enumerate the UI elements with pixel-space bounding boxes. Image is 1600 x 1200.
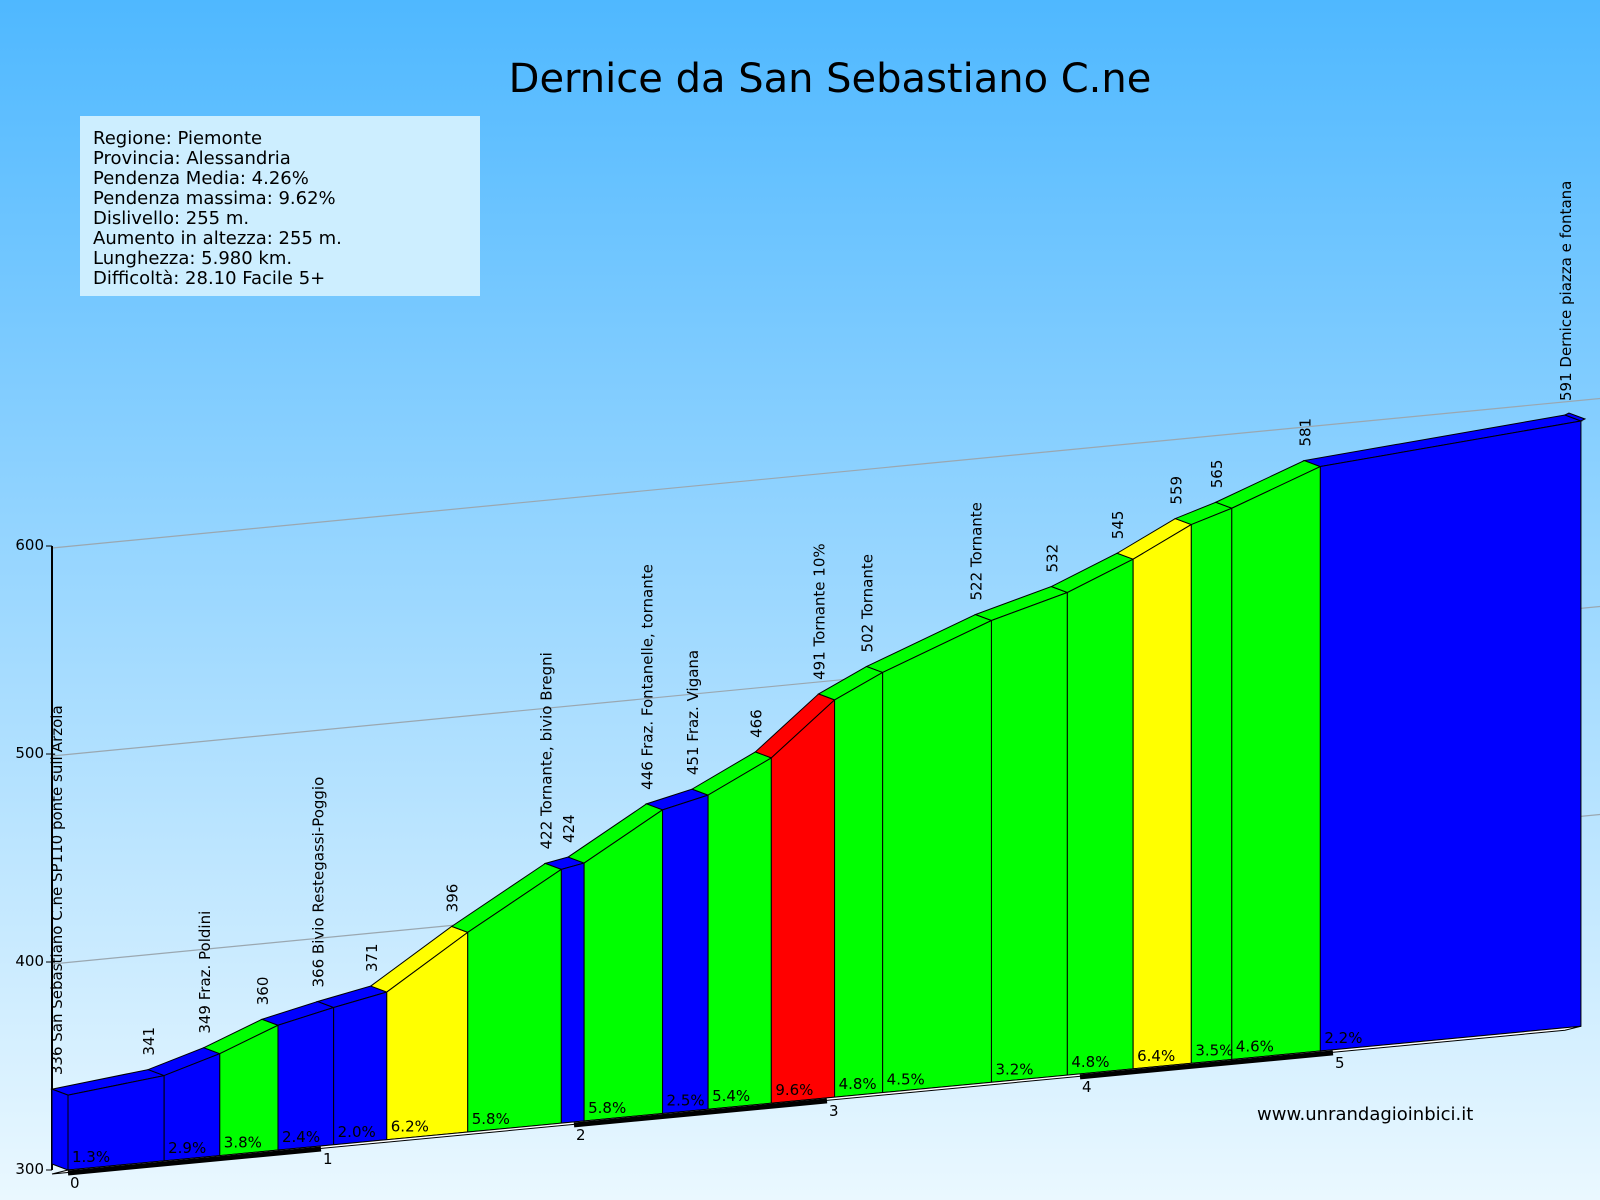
grade-label-2: 3.8%: [224, 1134, 262, 1152]
x-tick-label-0: 0: [70, 1174, 80, 1192]
grade-label-4: 2.0%: [338, 1123, 376, 1141]
x-tick-label-1: 1: [323, 1150, 333, 1168]
website-credit: www.unrandagioinbici.it: [1257, 1104, 1473, 1125]
waypoint-label-5: 371: [363, 943, 381, 972]
segment-front-15: [1066, 558, 1134, 1076]
grade-label-0: 1.3%: [72, 1148, 110, 1166]
waypoint-label-13: 502 Tornante: [859, 554, 877, 652]
waypoint-label-14: 522 Tornante: [967, 502, 985, 600]
segment-front-14: [990, 591, 1068, 1083]
waypoint-label-9: 446 Fraz. Fontanelle, tornante: [639, 564, 657, 790]
grade-label-10: 5.4%: [712, 1087, 750, 1105]
waypoint-label-0: 336 San Sebastiano C.ne SP110 ponte sull…: [48, 705, 66, 1075]
grade-label-19: 2.2%: [1324, 1029, 1362, 1047]
waypoint-label-20: 591 Dernice piazza e fontana: [1557, 181, 1575, 401]
grade-label-12: 4.8%: [839, 1075, 877, 1093]
waypoint-label-12: 491 Tornante 10%: [811, 543, 829, 680]
x-tick-label-4: 4: [1082, 1078, 1092, 1096]
km-band-0: [67, 1146, 322, 1176]
segment-end-cap: [1563, 412, 1587, 422]
info-line-pendenza-massima: Pendenza massima: 9.62%: [93, 188, 336, 209]
segment-front-11: [770, 698, 836, 1104]
grade-label-3: 2.4%: [282, 1128, 320, 1146]
info-line-pendenza-media: Pendenza Media: 4.26%: [93, 168, 309, 189]
segment-front-10: [707, 757, 772, 1110]
y-tick-label-300: 300: [15, 1160, 44, 1178]
grade-label-15: 4.8%: [1071, 1053, 1109, 1071]
info-line-provincia: Provincia: Alessandria: [93, 148, 291, 169]
segment-front-13: [882, 619, 992, 1094]
y-tick-label-400: 400: [15, 952, 44, 970]
distance-baseline: 0 1 2 3 4 5: [51, 1025, 1582, 1192]
grade-label-16: 6.4%: [1137, 1047, 1175, 1065]
waypoint-label-17: 559: [1167, 476, 1185, 505]
grade-label-9: 2.5%: [667, 1092, 705, 1110]
waypoint-label-15: 532: [1043, 544, 1061, 573]
x-tick-label-3: 3: [829, 1102, 839, 1120]
waypoint-labels: 336 San Sebastiano C.ne SP110 ponte sull…: [48, 181, 1575, 1075]
y-axis: 300 400 500 600: [15, 536, 53, 1178]
waypoint-label-8: 424: [560, 814, 578, 843]
grade-labels: 1.3% 2.9% 3.8% 2.4% 2.0% 6.2% 5.8% 5.8% 2.5% 5.4%…: [72, 1029, 1362, 1166]
segment-front-19: [1319, 420, 1582, 1052]
km-band-4: [1079, 1050, 1334, 1080]
waypoint-label-2: 349 Fraz. Poldini: [196, 911, 214, 1034]
gridline-600: [51, 397, 1600, 549]
info-line-dislivello: Dislivello: 255 m.: [93, 208, 249, 229]
info-box-background: [80, 116, 480, 296]
segment-front-16: [1132, 523, 1192, 1070]
segment-front-8: [583, 808, 664, 1122]
y-tick-label-500: 500: [15, 744, 44, 762]
grade-label-8: 5.8%: [588, 1099, 626, 1117]
waypoint-label-10: 451 Fraz. Vigana: [684, 650, 702, 775]
segment-front-9: [662, 794, 709, 1115]
waypoint-label-4: 366 Bivio Restegassi-Poggio: [310, 777, 328, 988]
segment-front-18: [1231, 465, 1321, 1060]
grade-label-5: 6.2%: [391, 1118, 429, 1136]
waypoint-label-6: 396: [444, 884, 462, 913]
info-line-lunghezza: Lunghezza: 5.980 km.: [93, 248, 292, 269]
waypoint-label-3: 360: [254, 977, 272, 1006]
waypoint-label-11: 466: [747, 709, 765, 738]
grade-label-13: 4.5%: [887, 1071, 925, 1089]
grade-label-11: 9.6%: [775, 1081, 813, 1099]
grade-label-14: 3.2%: [995, 1060, 1033, 1078]
waypoint-label-1: 341: [140, 1027, 158, 1056]
x-tick-label-2: 2: [576, 1126, 586, 1144]
segment-front-7: [560, 862, 585, 1124]
waypoint-label-18: 565: [1208, 460, 1226, 489]
waypoint-label-19: 581: [1296, 418, 1314, 447]
grade-label-17: 3.5%: [1195, 1041, 1233, 1059]
info-box: Regione: Piemonte Provincia: Alessandria…: [80, 116, 480, 296]
waypoint-label-7: 422 Tornante, bivio Bregni: [537, 652, 555, 849]
segment-left-side: [51, 1088, 69, 1171]
grade-label-6: 5.8%: [472, 1110, 510, 1128]
info-line-aumento: Aumento in altezza: 255 m.: [93, 228, 342, 249]
segment-front-17: [1190, 507, 1233, 1064]
x-tick-label-5: 5: [1335, 1054, 1345, 1072]
chart-title: Dernice da San Sebastiano C.ne: [509, 56, 1152, 102]
info-line-regione: Regione: Piemonte: [93, 128, 262, 149]
y-tick-label-600: 600: [15, 536, 44, 554]
segment-front-12: [834, 671, 884, 1098]
km-band-2: [573, 1098, 828, 1128]
profile-segments: [50, 412, 1587, 1171]
grade-label-1: 2.9%: [168, 1139, 206, 1157]
info-line-difficolta: Difficoltà: 28.10 Facile 5+: [93, 268, 325, 289]
waypoint-label-16: 545: [1109, 511, 1127, 540]
grade-label-18: 4.6%: [1236, 1037, 1274, 1055]
